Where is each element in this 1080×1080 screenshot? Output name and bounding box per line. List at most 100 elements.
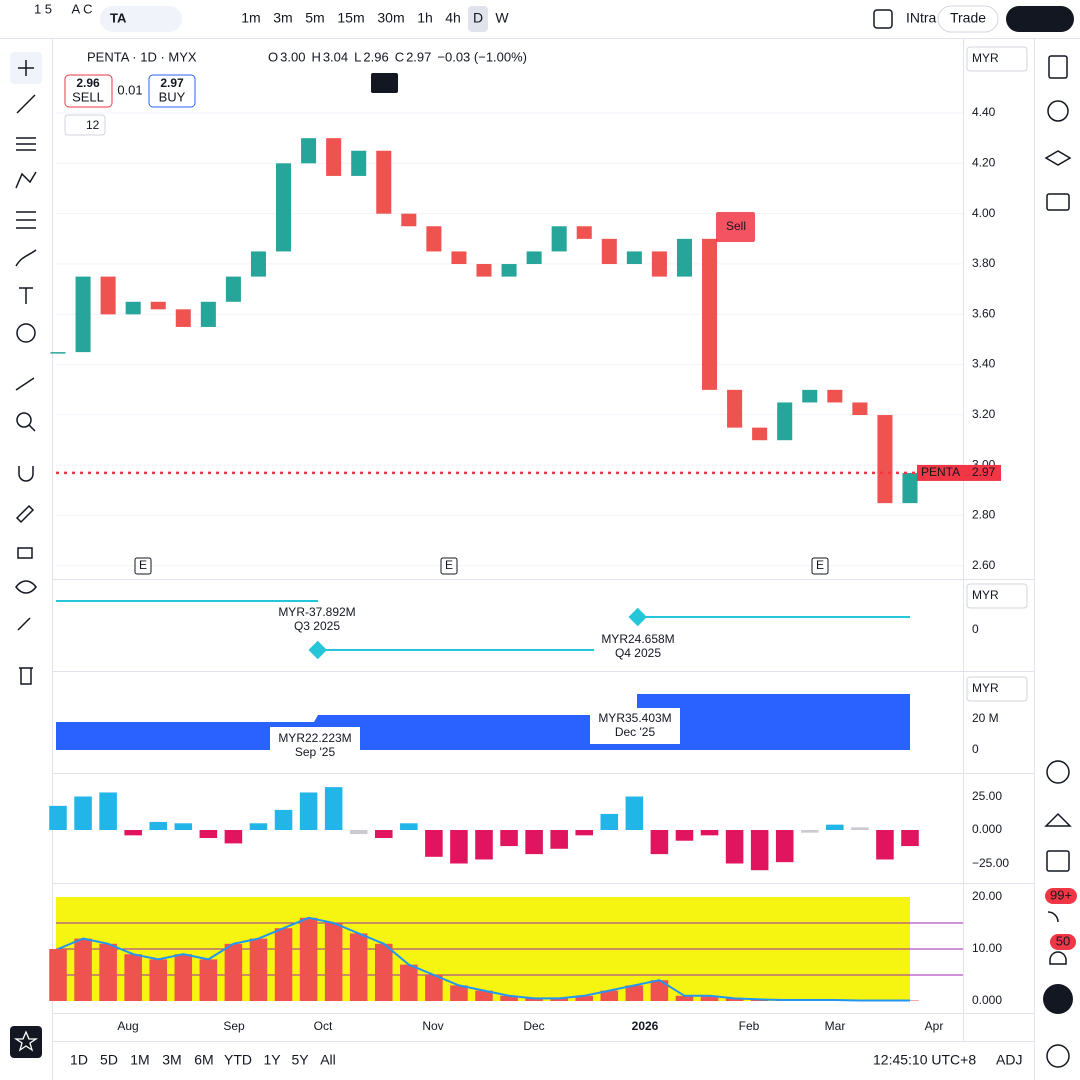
publish-label[interactable]: Publish: [1017, 10, 1063, 26]
candle: [576, 226, 592, 239]
range-button[interactable]: 1M: [130, 1052, 149, 1068]
interval-button[interactable]: 5m: [305, 10, 324, 26]
signal-box: [716, 212, 755, 242]
favorites-button[interactable]: [10, 1026, 42, 1058]
histogram-bar: [500, 830, 518, 847]
price-axis-label: 4.20: [972, 155, 996, 169]
range-button[interactable]: 1Y: [263, 1052, 281, 1068]
candle: [752, 427, 768, 441]
notification-badge: [1050, 934, 1076, 950]
candle: [601, 238, 617, 265]
histogram-bar: [525, 830, 543, 855]
range-button[interactable]: 1D: [70, 1052, 88, 1068]
signal-label: Sell: [726, 219, 746, 233]
toolbar-icon-label[interactable]: A C: [72, 1, 93, 16]
toolbar-icon-label[interactable]: 1 5: [34, 1, 52, 16]
time-axis-label: Mar: [825, 1019, 846, 1033]
buy-button[interactable]: [148, 74, 196, 108]
price-axis-label: 3.40: [972, 357, 996, 371]
trend-bar: [550, 998, 568, 1001]
earnings-marker[interactable]: [134, 557, 152, 575]
quantity-box[interactable]: [64, 114, 106, 136]
candle: [326, 138, 342, 176]
earnings-marker-label[interactable]: E: [816, 558, 824, 572]
trend-bar: [525, 998, 543, 1001]
spread: 0.01: [117, 82, 142, 97]
account-name[interactable]: INtra: [906, 10, 937, 26]
symbol-search[interactable]: [100, 6, 182, 32]
candle: [150, 301, 166, 310]
histogram-bar: [249, 823, 268, 830]
earnings-marker-label[interactable]: E: [139, 558, 147, 572]
candle: [827, 389, 843, 403]
candle: [877, 415, 893, 504]
range-button[interactable]: YTD: [224, 1052, 252, 1068]
candle: [376, 150, 392, 214]
trade-button[interactable]: [937, 5, 999, 33]
trend-bar: [425, 975, 443, 1001]
sell-button[interactable]: [64, 74, 113, 108]
trend-bar: [575, 995, 594, 1001]
histogram-bar: [775, 830, 794, 863]
sell-price[interactable]: 2.96: [76, 76, 100, 90]
currency-box[interactable]: [966, 676, 1028, 702]
time-axis-label: Aug: [117, 1019, 138, 1033]
layout-icon[interactable]: [873, 9, 893, 29]
trend-bar: [349, 933, 368, 1001]
earnings-marker[interactable]: [440, 557, 458, 575]
interval-button[interactable]: 1h: [417, 10, 433, 26]
symbol-name[interactable]: TA: [110, 10, 127, 25]
interval-button[interactable]: 1m: [241, 10, 260, 26]
ohlc-value: 2.96: [363, 49, 388, 64]
histogram-bar: [74, 796, 92, 830]
buy-label[interactable]: BUY: [159, 89, 186, 104]
currency-label[interactable]: MYR: [972, 588, 999, 602]
quantity[interactable]: 12: [86, 118, 100, 132]
histogram-bar: [349, 830, 368, 835]
currency-label[interactable]: MYR: [972, 681, 999, 695]
trend-bar: [299, 917, 318, 1001]
interval-button[interactable]: D: [473, 10, 483, 26]
range-button[interactable]: 3M: [162, 1052, 181, 1068]
sidebar-icons: [1044, 55, 1072, 1068]
publish-button[interactable]: [1006, 6, 1074, 32]
histogram-bar: [400, 823, 418, 830]
interval-button[interactable]: 3m: [273, 10, 292, 26]
histogram-bar: [750, 830, 769, 871]
candle: [777, 402, 793, 441]
currency-label[interactable]: MYR: [972, 51, 999, 65]
currency-box[interactable]: [966, 46, 1028, 72]
sell-label[interactable]: SELL: [72, 89, 104, 104]
histogram-bar: [374, 830, 393, 839]
trend-bar: [174, 954, 193, 1001]
range-button[interactable]: 6M: [194, 1052, 213, 1068]
interval-button[interactable]: 15m: [337, 10, 364, 26]
adj-button[interactable]: ADJ: [996, 1052, 1022, 1068]
interval-button[interactable]: 30m: [377, 10, 404, 26]
axis-label: 0.000: [972, 993, 1002, 1007]
pane-separators: [53, 39, 1034, 1042]
range-button[interactable]: All: [320, 1052, 336, 1068]
range-button[interactable]: 5D: [100, 1052, 118, 1068]
trade-label[interactable]: Trade: [950, 10, 986, 26]
earnings-marker[interactable]: [811, 557, 829, 575]
range-button[interactable]: 5Y: [291, 1052, 309, 1068]
earnings-marker-label[interactable]: E: [445, 558, 453, 572]
histogram-bar: [324, 787, 343, 830]
currency-box[interactable]: [966, 583, 1028, 609]
apps-button[interactable]: [1043, 984, 1073, 1014]
price-axis-label: 3.80: [972, 256, 996, 270]
ohlc-value: 2.97: [406, 49, 431, 64]
histogram-bar: [450, 830, 468, 864]
badge-label: 99+: [1050, 887, 1072, 902]
trend-bar: [500, 995, 518, 1001]
price-change: −0.03 (−1.00%): [437, 49, 527, 64]
buy-price[interactable]: 2.97: [160, 76, 184, 90]
histogram-bar: [625, 796, 644, 830]
histogram-bar: [600, 813, 619, 830]
interval-button[interactable]: 4h: [445, 10, 461, 26]
interval-button[interactable]: W: [495, 10, 509, 26]
trend-bar: [224, 943, 243, 1001]
candle: [301, 138, 317, 164]
